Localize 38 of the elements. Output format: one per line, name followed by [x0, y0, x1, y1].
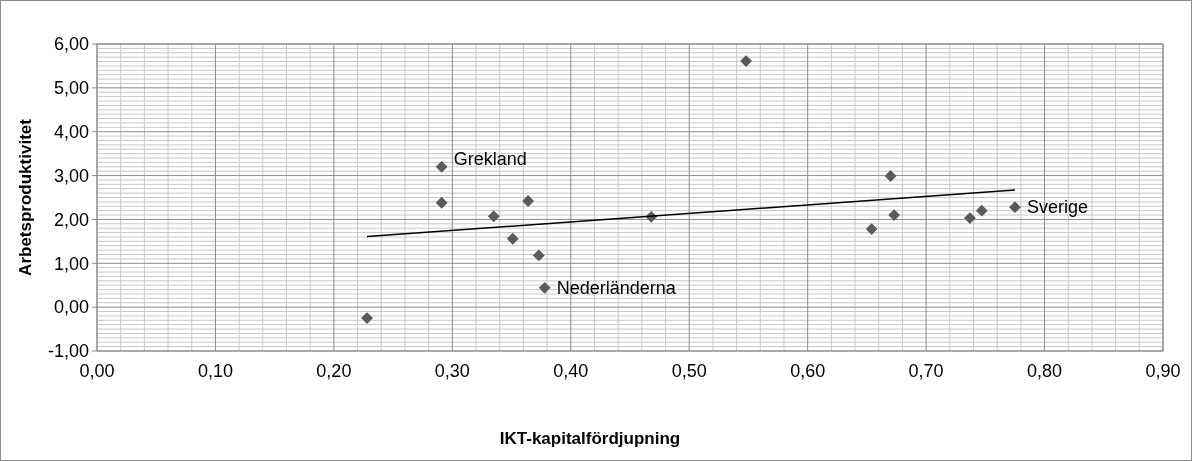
x-axis-title: IKT-kapitalfördjupning [499, 429, 681, 448]
point [506, 232, 519, 245]
point [888, 209, 901, 221]
annotation: Nederländerna [556, 278, 677, 299]
point [884, 170, 897, 182]
x-tick-label: 0,20 [316, 361, 352, 381]
point [740, 55, 752, 68]
x-tick-label: 0,50 [671, 361, 707, 381]
y-tick-label: 2,00 [53, 209, 89, 230]
y-tick-label: -1,00 [47, 341, 89, 362]
y-tick-label: 1,00 [53, 253, 89, 274]
point [964, 212, 976, 225]
y-tick-label: 0,00 [53, 297, 89, 318]
y-tick-label: 6,00 [53, 34, 89, 55]
x-tick-label: 0,90 [1145, 361, 1181, 381]
y-tick-label: 5,00 [53, 78, 89, 99]
point [975, 204, 988, 217]
point [435, 160, 448, 173]
point [1009, 201, 1021, 214]
point [435, 196, 448, 209]
x-tick-label: 0,00 [79, 361, 115, 381]
point [532, 249, 545, 262]
point [522, 195, 535, 207]
x-tick-label: 0,40 [553, 361, 589, 381]
x-tick-label: 0,60 [790, 361, 826, 381]
x-tick-label: 0,10 [197, 361, 233, 381]
point [538, 281, 551, 294]
x-tick-label: 0,70 [908, 361, 944, 381]
y-tick-label: 3,00 [53, 165, 89, 186]
point [865, 223, 878, 235]
x-tick-label: 0,30 [434, 361, 470, 381]
y-tick-label: 4,00 [53, 122, 89, 143]
annotation: Sverige [1026, 197, 1088, 218]
point [487, 210, 500, 223]
point [361, 312, 373, 325]
y-axis-title: Arbetsproduktivitet [15, 118, 35, 276]
x-tick-label: 0,80 [1027, 361, 1063, 381]
annotation: Grekland [453, 149, 527, 169]
